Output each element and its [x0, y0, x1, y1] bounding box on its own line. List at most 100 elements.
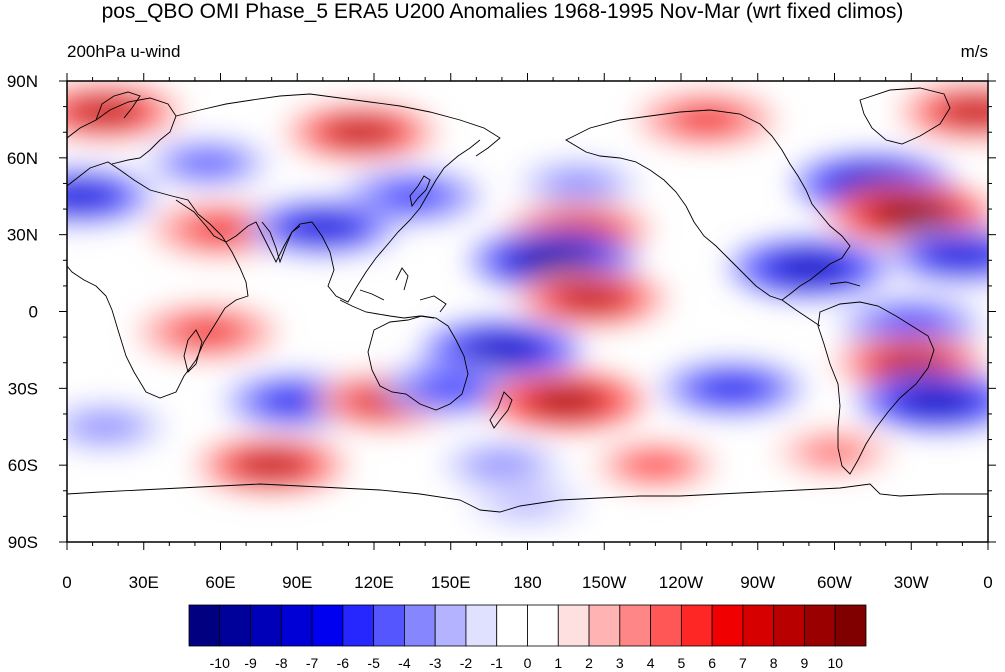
colorbar-label: 7: [739, 655, 747, 671]
anomaly-blob: [462, 335, 542, 364]
anomaly-blob: [285, 213, 361, 241]
coastline-north-america: [565, 109, 851, 301]
anomaly-blob: [769, 254, 849, 282]
coastline-scandinavia: [95, 91, 141, 121]
plot-title: pos_QBO OMI Phase_5 ERA5 U200 Anomalies …: [101, 0, 904, 23]
x-tick-label: 180: [513, 573, 541, 592]
anomaly-blob: [234, 451, 310, 479]
colorbar-swatch: [496, 604, 528, 647]
y-tick-label: 90S: [8, 533, 38, 552]
colorbar-swatch: [280, 604, 313, 647]
anomaly-blob: [67, 182, 118, 210]
colorbar-swatch: [619, 604, 651, 647]
colorbar-swatch: [250, 604, 282, 647]
coastline-arabia: [175, 199, 301, 264]
x-tick-label: 150E: [431, 573, 471, 592]
y-tick-label: 30S: [8, 379, 38, 398]
anomaly-blob: [416, 375, 485, 401]
anomaly-blob: [175, 150, 241, 175]
colorbar-label: -6: [337, 655, 350, 671]
map-axes: 0 30E 60E 90E 120E 150E 180 150W 120W 90W 60W 30W 0 9…: [7, 72, 996, 592]
anomaly-blob: [803, 440, 866, 464]
colorbar-label: -8: [275, 655, 288, 671]
anomaly-field: [67, 82, 988, 528]
anomaly-blob: [323, 118, 399, 146]
x-tick-label: 0: [983, 573, 992, 592]
variable-label: 200hPa u-wind: [67, 42, 181, 61]
anomaly-blob: [672, 106, 741, 132]
anomaly-blob: [173, 319, 242, 345]
y-tick-label: 60S: [8, 456, 38, 475]
coastline-india: [261, 221, 313, 264]
x-tick-label: 0: [62, 573, 71, 592]
coastline-new-zealand: [489, 391, 513, 429]
colorbar-swatch: [342, 604, 375, 647]
anomaly-blob: [67, 98, 143, 126]
x-tick-label: 30W: [894, 573, 929, 592]
colorbar-label: 2: [585, 655, 593, 671]
colorbar-swatch: [804, 604, 836, 647]
colorbar-label: 4: [647, 655, 655, 671]
colorbar-label: 5: [677, 655, 685, 671]
coastline-africa: [67, 161, 249, 399]
colorbar-swatch: [404, 604, 436, 647]
colorbar-swatch: [773, 604, 805, 647]
colorbar-label: -10: [210, 655, 230, 671]
anomaly-blob: [623, 453, 688, 478]
anomaly-blob: [925, 241, 988, 269]
coastline-australia: [367, 315, 469, 411]
coastlines: [67, 87, 988, 513]
coastline-se-asia: [311, 139, 481, 303]
colorbar-swatch: [311, 604, 344, 647]
y-tick-label: 0: [29, 303, 38, 322]
colorbar-label: 10: [827, 655, 843, 671]
colorbar-label: -7: [306, 655, 319, 671]
y-tick-label: 60N: [7, 149, 38, 168]
anomaly-blob: [554, 285, 629, 313]
colorbar-swatch: [650, 604, 682, 647]
colorbar-label: 0: [524, 655, 532, 671]
colorbar-label: -4: [398, 655, 411, 671]
coastline-asia-north: [175, 93, 501, 157]
coastline-indonesia: [339, 267, 447, 319]
colorbar-swatch: [465, 604, 498, 647]
colorbar-swatch: [557, 604, 590, 647]
x-tick-label: 150W: [582, 573, 626, 592]
anomaly-blob: [526, 387, 605, 416]
anomaly-blob: [498, 492, 557, 515]
anomaly-blob: [696, 375, 768, 402]
colorbar-label: 6: [708, 655, 716, 671]
colorbar-swatch: [742, 604, 775, 647]
colorbar-label: 3: [616, 655, 624, 671]
colorbar-label: -1: [491, 655, 504, 671]
anomaly-blob: [937, 98, 988, 126]
colorbar-swatch: [588, 604, 621, 647]
colorbar: -10 -9 -8 -7 -6 -5 -4 -3 -2 -1 0 1 2 3 4 5 6 7 8 9 10: [188, 604, 867, 671]
coastline-central-america: [781, 281, 861, 327]
colorbar-swatch: [373, 604, 405, 647]
colorbar-label: 8: [770, 655, 778, 671]
colorbar-swatch: [711, 604, 744, 647]
anomaly-blob: [897, 387, 976, 416]
colorbar-label: 1: [554, 655, 562, 671]
colorbar-label: -9: [244, 655, 257, 671]
coastline-japan: [409, 175, 431, 208]
anomaly-blob: [261, 388, 333, 415]
x-tick-label: 90E: [282, 573, 312, 592]
y-tick-label: 30N: [7, 226, 38, 245]
units-label: m/s: [960, 42, 988, 61]
coastline-south-america: [817, 301, 935, 475]
coastline-europe: [67, 97, 177, 165]
colorbar-swatch: [680, 604, 713, 647]
coastline-antarctica: [67, 483, 988, 513]
anomaly-blob: [471, 453, 533, 477]
anomaly-blob: [74, 415, 136, 439]
colorbar-label: -2: [460, 655, 473, 671]
colorbar-swatch: [834, 604, 867, 647]
colorbar-swatch: [434, 604, 467, 647]
x-tick-label: 60W: [817, 573, 852, 592]
x-tick-label: 30E: [129, 573, 159, 592]
x-tick-label: 90W: [740, 573, 775, 592]
x-tick-label: 120E: [354, 573, 394, 592]
